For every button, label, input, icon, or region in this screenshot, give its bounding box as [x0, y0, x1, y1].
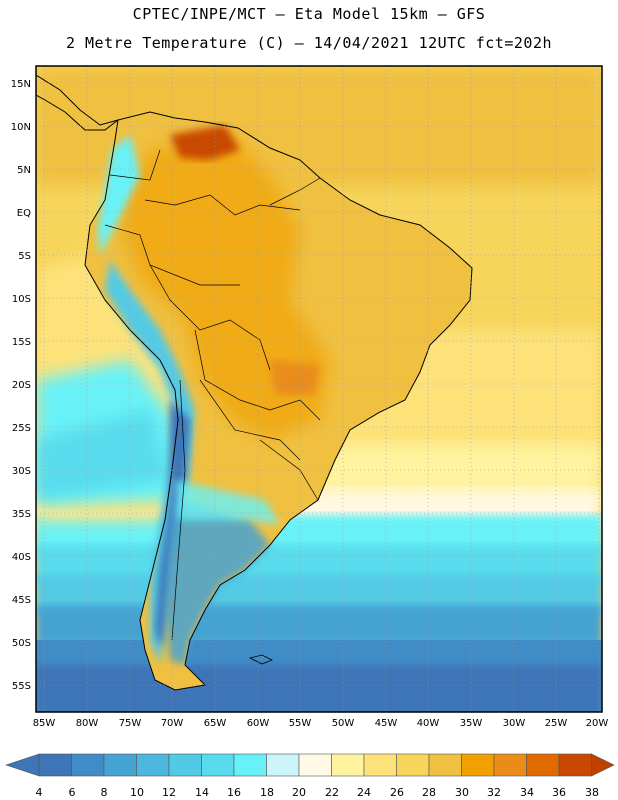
colorbar-label: 6 [69, 786, 76, 799]
colorbar-label: 18 [260, 786, 274, 799]
chart-subtitle: 2 Metre Temperature (C) – 14/04/2021 12U… [65, 34, 553, 52]
lon-label: 40W [417, 718, 440, 729]
colorbar-swatch [103, 753, 137, 777]
colorbar-swatch [38, 753, 72, 777]
colorbar-label: 30 [455, 786, 469, 799]
colorbar-swatch [331, 753, 365, 777]
lon-label: 50W [332, 718, 355, 729]
lat-label: 10N [11, 122, 31, 133]
colorbar-label: 16 [227, 786, 241, 799]
colorbar-label: 14 [195, 786, 209, 799]
colorbar-label: 34 [520, 786, 534, 799]
lat-label: 15S [12, 337, 31, 348]
colorbar [5, 753, 615, 777]
colorbar-swatch [201, 753, 235, 777]
lon-label: 85W [33, 718, 56, 729]
colorbar-high-arrow [591, 753, 615, 777]
colorbar-low-arrow [5, 753, 40, 777]
lat-label: 20S [12, 380, 31, 391]
colorbar-labels: 4 6 8 10 12 14 16 18 20 22 24 26 28 30 3… [36, 786, 600, 799]
colorbar-label: 36 [552, 786, 566, 799]
chart-title: CPTEC/INPE/MCT – Eta Model 15km – GFS [132, 5, 486, 23]
colorbar-label: 12 [162, 786, 176, 799]
lon-label: 55W [289, 718, 312, 729]
lon-label: 25W [545, 718, 568, 729]
temperature-field [36, 66, 602, 712]
longitude-axis: 85W 80W 75W 70W 65W 60W 55W 50W 45W 40W … [33, 718, 609, 729]
colorbar-label: 20 [292, 786, 306, 799]
colorbar-label: 8 [101, 786, 108, 799]
colorbar-swatch [493, 753, 527, 777]
colorbar-label: 10 [130, 786, 144, 799]
colorbar-label: 26 [390, 786, 404, 799]
lon-label: 45W [375, 718, 398, 729]
lon-label: 75W [119, 718, 142, 729]
lat-label: 10S [12, 294, 31, 305]
lat-label: 45S [12, 595, 31, 606]
lon-label: 60W [247, 718, 270, 729]
lon-label: 35W [460, 718, 483, 729]
lat-label: 25S [12, 423, 31, 434]
colorbar-label: 22 [325, 786, 339, 799]
lon-label: 65W [204, 718, 227, 729]
lon-label: 80W [76, 718, 99, 729]
lat-label: 5S [18, 251, 31, 262]
colorbar-swatch [526, 753, 560, 777]
colorbar-swatch [168, 753, 202, 777]
lat-label: 35S [12, 509, 31, 520]
lon-label: 70W [161, 718, 184, 729]
lat-label: 55S [12, 681, 31, 692]
colorbar-label: 24 [357, 786, 371, 799]
colorbar-swatch [136, 753, 170, 777]
colorbar-swatch [558, 753, 592, 777]
colorbar-label: 28 [422, 786, 436, 799]
lat-label: 15N [11, 79, 31, 90]
lat-label: 50S [12, 638, 31, 649]
colorbar-swatch [396, 753, 430, 777]
latitude-axis: 15N 10N 5N EQ 5S 10S 15S 20S 25S 30S 35S… [11, 79, 31, 692]
lon-label: 30W [503, 718, 526, 729]
lon-label: 20W [586, 718, 609, 729]
lat-label: 30S [12, 466, 31, 477]
colorbar-swatch [298, 753, 332, 777]
colorbar-swatch [461, 753, 495, 777]
colorbar-swatch [71, 753, 105, 777]
colorbar-swatch [266, 753, 300, 777]
colorbar-swatch [233, 753, 267, 777]
map-frame [35, 65, 603, 713]
colorbar-swatch [428, 753, 462, 777]
lat-label: 40S [12, 552, 31, 563]
colorbar-label: 4 [36, 786, 43, 799]
colorbar-label: 38 [585, 786, 599, 799]
colorbar-label: 32 [487, 786, 501, 799]
lat-label: 5N [17, 165, 31, 176]
lat-label: EQ [17, 208, 31, 219]
colorbar-swatch [363, 753, 397, 777]
